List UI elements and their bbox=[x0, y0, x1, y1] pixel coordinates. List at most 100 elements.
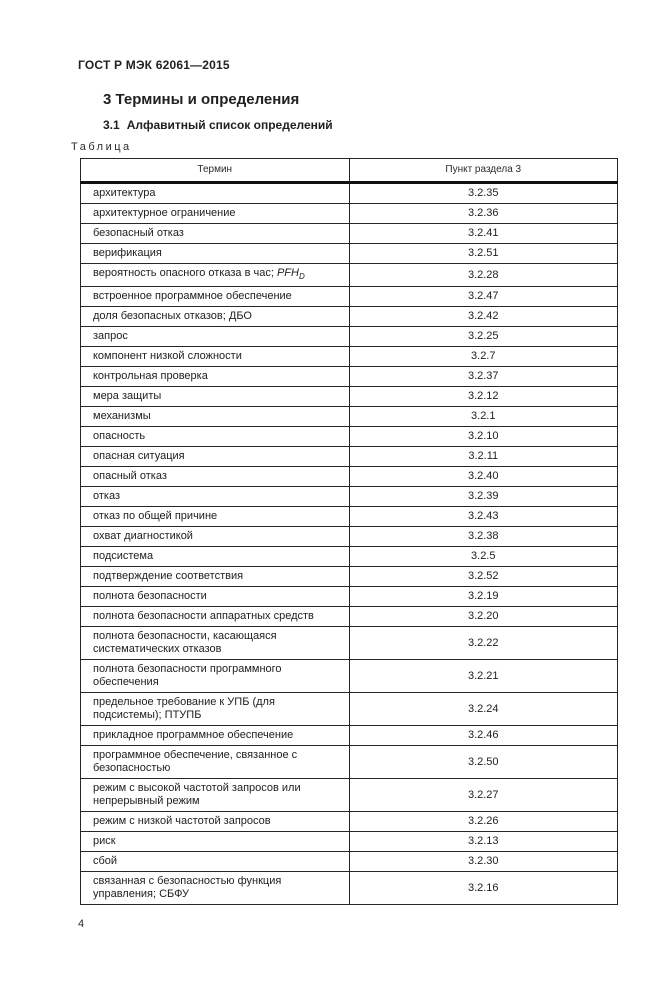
term-cell: полнота безопасности аппаратных средств bbox=[80, 606, 350, 627]
clause-cell: 3.2.43 bbox=[348, 506, 618, 527]
clause-cell: 3.2.22 bbox=[348, 626, 618, 660]
table-row: программное обеспечение, связанное с без… bbox=[80, 745, 618, 779]
clause-cell: 3.2.50 bbox=[348, 745, 618, 779]
table-row: архитектурное ограничение 3.2.36 bbox=[80, 203, 618, 224]
table-row: подтверждение соответствия 3.2.52 bbox=[80, 566, 618, 587]
term-cell: подсистема bbox=[80, 546, 350, 567]
clause-cell: 3.2.51 bbox=[348, 243, 618, 264]
clause-cell: 3.2.25 bbox=[348, 326, 618, 347]
table-label: Таблица bbox=[71, 141, 132, 153]
table-row: верификация 3.2.51 bbox=[80, 243, 618, 264]
table-header-row: Термин Пункт раздела 3 bbox=[80, 158, 618, 184]
clause-cell: 3.2.12 bbox=[348, 386, 618, 407]
table-row: вероятность опасного отказа в час; PFHD … bbox=[80, 263, 618, 287]
table-row: встроенное программное обеспечение 3.2.4… bbox=[80, 286, 618, 307]
term-cell: опасность bbox=[80, 426, 350, 447]
table-row: связанная с безопасностью функция управл… bbox=[80, 871, 618, 905]
clause-cell: 3.2.36 bbox=[348, 203, 618, 224]
term-cell: вероятность опасного отказа в час; PFHD bbox=[80, 263, 350, 287]
subsection-heading: 3.1 Алфавитный список определений bbox=[103, 118, 661, 132]
clause-cell: 3.2.30 bbox=[348, 851, 618, 872]
subsection-title: Алфавитный список определений bbox=[126, 118, 333, 132]
table-row: контрольная проверка 3.2.37 bbox=[80, 366, 618, 387]
term-cell: подтверждение соответствия bbox=[80, 566, 350, 587]
term-cell: сбой bbox=[80, 851, 350, 872]
table-row: предельное требование к УПБ (для подсист… bbox=[80, 692, 618, 726]
table-row: отказ по общей причине 3.2.43 bbox=[80, 506, 618, 527]
table-row: доля безопасных отказов; ДБО 3.2.42 bbox=[80, 306, 618, 327]
term-cell: режим с высокой частотой запросов или не… bbox=[80, 778, 350, 812]
term-cell: отказ bbox=[80, 486, 350, 507]
clause-cell: 3.2.35 bbox=[348, 182, 618, 204]
term-cell: риск bbox=[80, 831, 350, 852]
term-cell: опасная ситуация bbox=[80, 446, 350, 467]
clause-cell: 3.2.21 bbox=[348, 659, 618, 693]
term-cell: архитектурное ограничение bbox=[80, 203, 350, 224]
table-row: риск 3.2.13 bbox=[80, 831, 618, 852]
term-cell: полнота безопасности bbox=[80, 586, 350, 607]
clause-cell: 3.2.16 bbox=[348, 871, 618, 905]
term-cell: охват диагностикой bbox=[80, 526, 350, 547]
term-cell: опасный отказ bbox=[80, 466, 350, 487]
term-cell: полнота безопасности программного обеспе… bbox=[80, 659, 350, 693]
clause-cell: 3.2.1 bbox=[348, 406, 618, 427]
table-row: сбой 3.2.30 bbox=[80, 851, 618, 872]
clause-cell: 3.2.41 bbox=[348, 223, 618, 244]
term-cell: встроенное программное обеспечение bbox=[80, 286, 350, 307]
table-row: запрос 3.2.25 bbox=[80, 326, 618, 347]
clause-cell: 3.2.47 bbox=[348, 286, 618, 307]
document-code-header: ГОСТ Р МЭК 62061—2015 bbox=[78, 58, 230, 72]
table-row: компонент низкой сложности 3.2.7 bbox=[80, 346, 618, 367]
clause-cell: 3.2.39 bbox=[348, 486, 618, 507]
table-row: полнота безопасности 3.2.19 bbox=[80, 586, 618, 607]
clause-cell: 3.2.38 bbox=[348, 526, 618, 547]
clause-cell: 3.2.42 bbox=[348, 306, 618, 327]
table-row: режим с высокой частотой запросов или не… bbox=[80, 778, 618, 812]
term-cell: мера защиты bbox=[80, 386, 350, 407]
table-row: опасная ситуация 3.2.11 bbox=[80, 446, 618, 467]
term-cell: программное обеспечение, связанное с без… bbox=[80, 745, 350, 779]
table-row: опасность 3.2.10 bbox=[80, 426, 618, 447]
table-row: опасный отказ 3.2.40 bbox=[80, 466, 618, 487]
table-row: подсистема 3.2.5 bbox=[80, 546, 618, 567]
clause-cell: 3.2.28 bbox=[348, 263, 618, 287]
term-cell: верификация bbox=[80, 243, 350, 264]
term-cell: режим с низкой частотой запросов bbox=[80, 811, 350, 832]
term-cell: контрольная проверка bbox=[80, 366, 350, 387]
column-header-term: Термин bbox=[80, 158, 350, 184]
clause-cell: 3.2.11 bbox=[348, 446, 618, 467]
clause-cell: 3.2.24 bbox=[348, 692, 618, 726]
clause-cell: 3.2.37 bbox=[348, 366, 618, 387]
table-row: полнота безопасности аппаратных средств … bbox=[80, 606, 618, 627]
clause-cell: 3.2.5 bbox=[348, 546, 618, 567]
table-row: архитектура 3.2.35 bbox=[80, 182, 618, 204]
term-cell: полнота безопасности, касающаяся система… bbox=[80, 626, 350, 660]
table-row: отказ 3.2.39 bbox=[80, 486, 618, 507]
section-heading: 3 Термины и определения bbox=[103, 91, 300, 108]
term-cell: безопасный отказ bbox=[80, 223, 350, 244]
subsection-number: 3.1 bbox=[103, 118, 120, 132]
table-row: полнота безопасности, касающаяся система… bbox=[80, 626, 618, 660]
term-cell: компонент низкой сложности bbox=[80, 346, 350, 367]
table-row: мера защиты 3.2.12 bbox=[80, 386, 618, 407]
clause-cell: 3.2.26 bbox=[348, 811, 618, 832]
term-cell: предельное требование к УПБ (для подсист… bbox=[80, 692, 350, 726]
term-cell: отказ по общей причине bbox=[80, 506, 350, 527]
term-cell: связанная с безопасностью функция управл… bbox=[80, 871, 350, 905]
clause-cell: 3.2.52 bbox=[348, 566, 618, 587]
clause-cell: 3.2.7 bbox=[348, 346, 618, 367]
table-row: безопасный отказ 3.2.41 bbox=[80, 223, 618, 244]
clause-cell: 3.2.46 bbox=[348, 725, 618, 746]
term-cell: запрос bbox=[80, 326, 350, 347]
clause-cell: 3.2.20 bbox=[348, 606, 618, 627]
terms-definitions-table: Термин Пункт раздела 3 архитектура 3.2.3… bbox=[80, 158, 618, 905]
page-number: 4 bbox=[78, 918, 85, 930]
column-header-clause: Пункт раздела 3 bbox=[348, 158, 618, 184]
clause-cell: 3.2.40 bbox=[348, 466, 618, 487]
terms-table-body: архитектура 3.2.35 архитектурное огранич… bbox=[80, 182, 618, 905]
term-cell: прикладное программное обеспечение bbox=[80, 725, 350, 746]
term-cell: доля безопасных отказов; ДБО bbox=[80, 306, 350, 327]
clause-cell: 3.2.27 bbox=[348, 778, 618, 812]
table-row: охват диагностикой 3.2.38 bbox=[80, 526, 618, 547]
clause-cell: 3.2.19 bbox=[348, 586, 618, 607]
